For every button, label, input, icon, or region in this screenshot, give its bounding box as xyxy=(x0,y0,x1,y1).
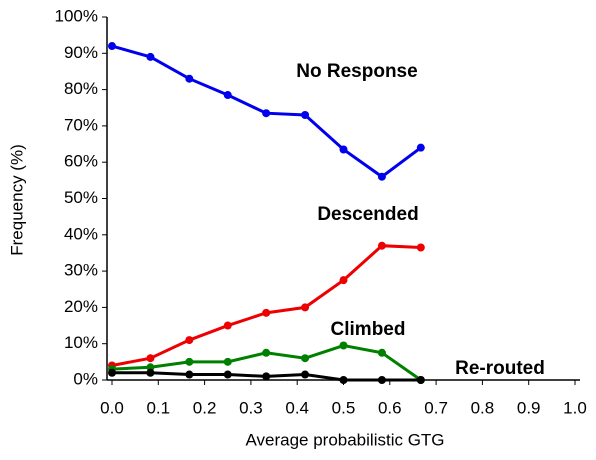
y-tick-label: 100% xyxy=(55,6,98,25)
data-point xyxy=(377,172,386,181)
y-tick-label: 20% xyxy=(64,297,98,316)
data-point xyxy=(223,370,232,379)
x-tick-label: 0.6 xyxy=(378,398,402,417)
data-point xyxy=(146,52,155,61)
series-label: No Response xyxy=(296,61,417,82)
data-point xyxy=(339,376,348,384)
y-tick-label: 40% xyxy=(64,224,98,243)
data-point xyxy=(339,276,348,285)
data-point xyxy=(185,336,194,345)
data-point xyxy=(223,321,232,330)
y-tick-label: 10% xyxy=(64,333,98,352)
data-point xyxy=(146,368,155,377)
data-point xyxy=(339,145,348,154)
data-point xyxy=(185,74,194,83)
y-tick-label: 90% xyxy=(64,43,98,62)
x-tick-label: 0.9 xyxy=(517,398,541,417)
y-tick-label: 80% xyxy=(64,79,98,98)
data-point xyxy=(301,111,310,120)
data-point xyxy=(416,243,425,252)
y-tick-label: 30% xyxy=(64,261,98,280)
data-point xyxy=(377,376,386,384)
data-point xyxy=(301,370,310,379)
data-point xyxy=(185,357,194,366)
data-point xyxy=(339,341,348,350)
data-point xyxy=(377,348,386,357)
y-tick-label: 60% xyxy=(64,152,98,171)
data-point xyxy=(223,357,232,366)
x-tick-label: 0.4 xyxy=(285,398,309,417)
y-tick-label: 0% xyxy=(73,369,98,388)
data-point xyxy=(262,372,271,381)
x-tick-label: 0.3 xyxy=(239,398,263,417)
x-tick-label: 0.1 xyxy=(146,398,170,417)
data-point xyxy=(416,376,425,384)
series-label: Climbed xyxy=(331,319,406,340)
data-point xyxy=(262,308,271,317)
series-label: Re-routed xyxy=(455,358,545,379)
x-tick-label: 0.0 xyxy=(100,398,124,417)
data-point xyxy=(301,354,310,363)
data-point xyxy=(108,368,116,377)
x-axis-title: Average probabilistic GTG xyxy=(245,430,444,449)
y-tick-label: 50% xyxy=(64,188,98,207)
data-point xyxy=(108,42,116,51)
x-tick-label: 0.2 xyxy=(193,398,217,417)
y-tick-label: 70% xyxy=(64,115,98,134)
data-point xyxy=(262,109,271,118)
data-point xyxy=(223,91,232,100)
series-line xyxy=(111,244,421,367)
x-tick-label: 1.0 xyxy=(563,398,587,417)
data-point xyxy=(301,303,310,312)
data-point xyxy=(416,143,425,152)
series-label: Descended xyxy=(317,204,418,225)
x-tick-label: 0.7 xyxy=(424,398,448,417)
data-point xyxy=(146,354,155,363)
x-tick-label: 0.8 xyxy=(471,398,495,417)
y-axis-title: Frequency (%) xyxy=(7,144,26,255)
data-point xyxy=(377,241,386,250)
data-point xyxy=(262,348,271,357)
data-point xyxy=(185,370,194,379)
x-tick-label: 0.5 xyxy=(332,398,356,417)
